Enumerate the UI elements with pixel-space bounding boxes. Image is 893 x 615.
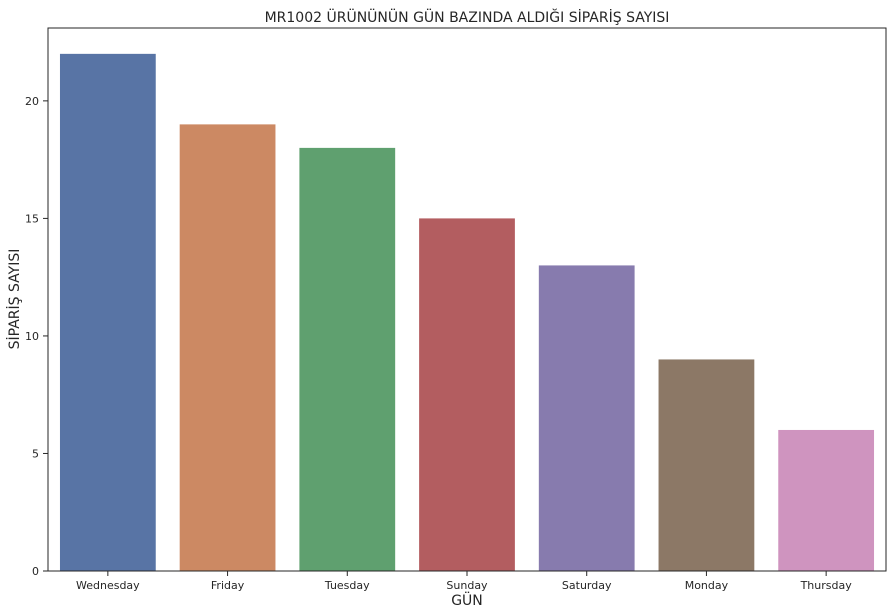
bar-tuesday xyxy=(299,147,396,571)
bar-wednesday xyxy=(59,53,156,572)
y-tick-label-0: 0 xyxy=(32,565,39,578)
x-tick-label-thursday: Thursday xyxy=(800,579,853,592)
y-tick-label-20: 20 xyxy=(25,95,39,108)
bar-sunday xyxy=(419,218,515,572)
y-axis-label: SİPARİŞ SAYISI xyxy=(5,249,23,350)
y-tick-label-15: 15 xyxy=(25,212,39,225)
bar-saturday xyxy=(538,265,635,571)
x-tick-label-wednesday: Wednesday xyxy=(76,579,140,592)
y-tick-label-5: 5 xyxy=(32,447,39,460)
x-tick-label-saturday: Saturday xyxy=(562,579,612,592)
x-tick-label-friday: Friday xyxy=(211,579,245,592)
y-tick-label-10: 10 xyxy=(25,330,39,343)
bar-friday xyxy=(179,124,276,572)
x-axis-label: GÜN xyxy=(451,591,483,609)
x-tick-label-monday: Monday xyxy=(685,579,729,592)
bar-monday xyxy=(658,359,755,571)
y-axis-ticks: 0 5 10 15 20 xyxy=(25,95,48,578)
x-tick-label-tuesday: Tuesday xyxy=(324,579,370,592)
bar-thursday xyxy=(778,429,875,571)
chart-title: MR1002 ÜRÜNÜNÜN GÜN BAZINDA ALDIĞI SİPAR… xyxy=(265,8,670,26)
plot-frame xyxy=(47,27,887,572)
x-tick-label-sunday: Sunday xyxy=(446,579,488,592)
bars-group xyxy=(59,53,875,572)
x-axis-ticks: Wednesday Friday Tuesday Sunday Saturday Mond… xyxy=(76,571,852,592)
